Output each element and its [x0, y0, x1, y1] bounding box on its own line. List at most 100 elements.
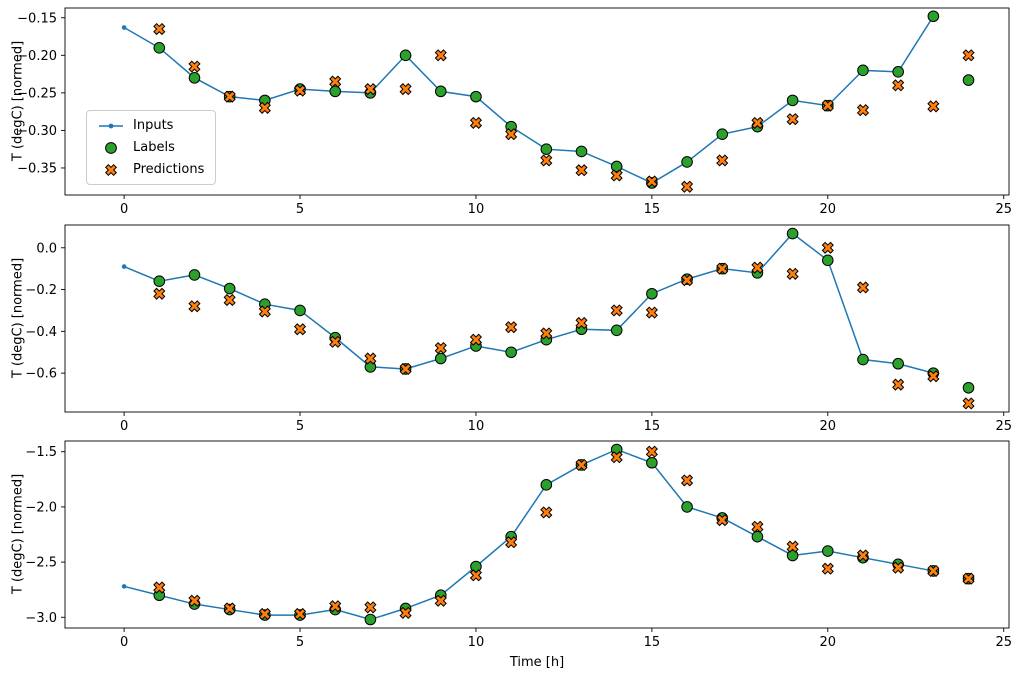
prediction-marker	[892, 561, 905, 574]
prediction-marker	[821, 99, 834, 112]
label-marker	[470, 90, 482, 103]
label-marker	[857, 353, 869, 366]
legend-label-labels: Labels	[133, 140, 175, 155]
label-marker	[646, 456, 658, 469]
prediction-marker	[716, 262, 729, 275]
x-tick-label: 0	[120, 202, 128, 217]
inputs-line	[123, 15, 934, 184]
y-axis-label-subplot-3: T (degC) [normed]	[10, 473, 26, 595]
prediction-marker	[329, 75, 342, 88]
prediction-marker	[645, 175, 658, 188]
series-predictions	[153, 445, 975, 621]
subplot-2: 0 5 10 15 20 25 0.0 −0.2 −0.4 −0.6	[25, 224, 1012, 434]
prediction-marker	[751, 116, 764, 129]
label-marker	[716, 128, 729, 140]
x-tick-label: 20	[820, 419, 837, 434]
prediction-marker	[223, 602, 236, 615]
prediction-marker	[293, 84, 307, 97]
label-marker	[681, 156, 693, 168]
prediction-marker	[680, 274, 694, 287]
prediction-marker	[610, 451, 623, 464]
prediction-marker	[364, 83, 377, 96]
x-tick-label: 15	[644, 635, 661, 650]
prediction-marker	[856, 281, 870, 294]
x-tick-label: 20	[820, 635, 837, 650]
label-marker	[751, 530, 764, 543]
label-marker	[575, 145, 588, 158]
prediction-marker	[575, 458, 588, 472]
prediction-marker	[927, 370, 940, 383]
prediction-marker	[188, 594, 201, 607]
input-point-marker	[121, 264, 127, 269]
prediction-marker	[821, 241, 834, 254]
legend-label-predictions: Predictions	[133, 162, 205, 177]
x-tick-label: 5	[296, 419, 304, 434]
prediction-marker	[505, 321, 518, 334]
inputs-line	[123, 448, 934, 621]
label-marker	[188, 269, 201, 281]
legend-item-labels: Labels	[98, 140, 204, 155]
prediction-marker	[469, 569, 483, 582]
predictions-x-icon	[104, 163, 118, 176]
axes-frame	[64, 7, 1010, 196]
x-tick-label: 25	[995, 419, 1012, 434]
prediction-marker	[434, 49, 447, 62]
prediction-marker	[716, 154, 729, 167]
label-marker	[786, 94, 799, 107]
prediction-marker	[786, 540, 799, 553]
prediction-marker	[927, 100, 940, 113]
prediction-marker	[856, 549, 870, 562]
prediction-marker	[223, 90, 236, 103]
x-tick-label: 5	[296, 635, 304, 650]
prediction-marker	[434, 594, 447, 607]
x-tick-label: 20	[820, 202, 837, 217]
x-tick-label: 10	[468, 419, 485, 434]
label-marker	[857, 64, 869, 77]
label-marker	[434, 352, 447, 365]
y-axis-label-subplot-2: T (degC) [normed]	[10, 257, 26, 379]
prediction-marker	[505, 536, 518, 549]
x-tick-label: 25	[995, 635, 1012, 650]
label-marker	[540, 143, 553, 155]
prediction-marker	[399, 362, 412, 376]
prediction-marker	[153, 22, 166, 36]
y-tick-label: −3.0	[25, 611, 57, 626]
y-tick-label: −0.6	[25, 367, 57, 382]
x-axis-label: Time [h]	[509, 655, 565, 670]
prediction-marker	[751, 520, 764, 533]
y-axis-label-subplot-1: T (degC) [normed]	[10, 40, 26, 162]
label-marker	[364, 613, 377, 626]
prediction-marker	[645, 306, 658, 319]
x-tick-label: 0	[120, 419, 128, 434]
prediction-marker	[434, 341, 447, 355]
inputs-line	[123, 232, 934, 374]
prediction-marker	[892, 378, 905, 391]
series-predictions	[153, 22, 975, 193]
prediction-marker	[258, 101, 271, 114]
label-marker	[153, 275, 166, 288]
prediction-marker	[892, 79, 905, 92]
prediction-marker	[293, 323, 307, 336]
prediction-marker	[258, 305, 271, 318]
label-marker	[681, 501, 693, 513]
legend: Inputs Labels Predictions	[86, 110, 217, 185]
label-marker	[962, 74, 975, 86]
prediction-marker	[223, 293, 236, 307]
prediction-marker	[680, 474, 694, 487]
prediction-marker	[962, 572, 975, 585]
label-marker	[821, 254, 834, 267]
input-point-marker	[121, 25, 127, 30]
legend-item-inputs: Inputs	[98, 118, 204, 133]
y-tick-label: 0.0	[36, 241, 57, 256]
prediction-marker	[399, 83, 412, 96]
prediction-marker	[540, 154, 553, 167]
prediction-marker	[575, 316, 588, 330]
label-marker	[540, 479, 553, 491]
y-tick-label: −0.35	[17, 161, 57, 176]
label-marker	[434, 85, 447, 98]
prediction-marker	[364, 352, 377, 365]
x-tick-label: 15	[644, 419, 661, 434]
label-marker	[610, 324, 623, 337]
